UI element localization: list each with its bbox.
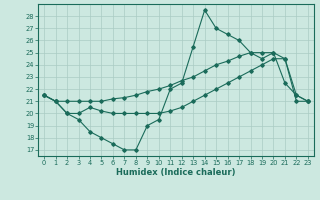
X-axis label: Humidex (Indice chaleur): Humidex (Indice chaleur)	[116, 168, 236, 177]
